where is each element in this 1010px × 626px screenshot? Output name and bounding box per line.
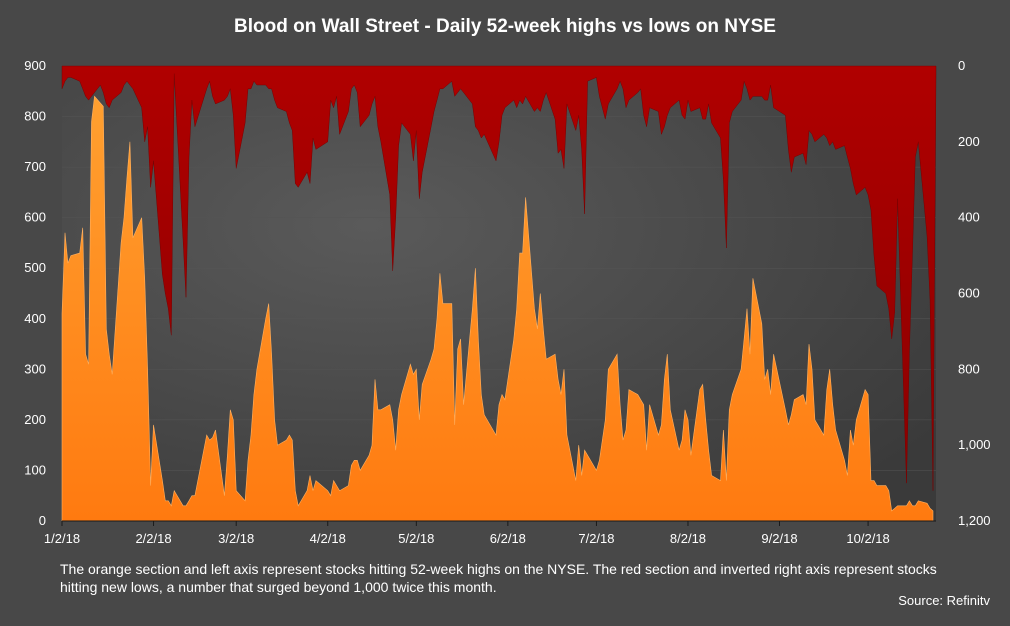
left-tick-label: 800 [24, 109, 46, 124]
left-tick-label: 200 [24, 412, 46, 427]
left-tick-label: 100 [24, 462, 46, 477]
left-axis: 900 800 700 600 500 400 300 200 100 0 [24, 58, 46, 528]
left-tick-label: 0 [39, 513, 46, 528]
left-tick-label: 900 [24, 58, 46, 73]
right-tick-label: 400 [958, 210, 980, 225]
x-tick-label: 2/2/18 [135, 531, 171, 546]
left-tick-label: 400 [24, 311, 46, 326]
x-tick-label: 8/2/18 [670, 531, 706, 546]
source-credit: Source: Refinitv [898, 593, 990, 608]
right-tick-label: 1,200 [958, 513, 991, 528]
left-tick-label: 500 [24, 260, 46, 275]
x-tick-label: 6/2/18 [490, 531, 526, 546]
left-tick-label: 600 [24, 210, 46, 225]
highs-area [61, 95, 934, 522]
right-tick-label: 200 [958, 134, 980, 149]
right-tick-label: 0 [958, 58, 965, 73]
x-tick-label: 9/2/18 [761, 531, 797, 546]
x-tick-label: 5/2/18 [398, 531, 434, 546]
left-tick-label: 700 [24, 159, 46, 174]
chart-caption: The orange section and left axis represe… [60, 561, 937, 595]
chart-title: Blood on Wall Street - Daily 52-week hig… [234, 16, 776, 37]
x-tick-label: 10/2/18 [846, 531, 889, 546]
x-tick-label: 7/2/18 [578, 531, 614, 546]
x-axis: 1/2/18 2/2/18 3/2/18 4/2/18 5/2/18 6/2/18 7/2/… [44, 521, 890, 546]
right-tick-label: 600 [958, 286, 980, 301]
x-tick-label: 3/2/18 [218, 531, 254, 546]
lows-area [61, 65, 937, 491]
right-tick-label: 1,000 [958, 437, 991, 452]
left-tick-label: 300 [24, 361, 46, 376]
right-axis: 0 200 400 600 800 1,000 1,200 [958, 58, 991, 528]
x-tick-label: 4/2/18 [310, 531, 346, 546]
right-tick-label: 800 [958, 361, 980, 376]
x-tick-label: 1/2/18 [44, 531, 80, 546]
